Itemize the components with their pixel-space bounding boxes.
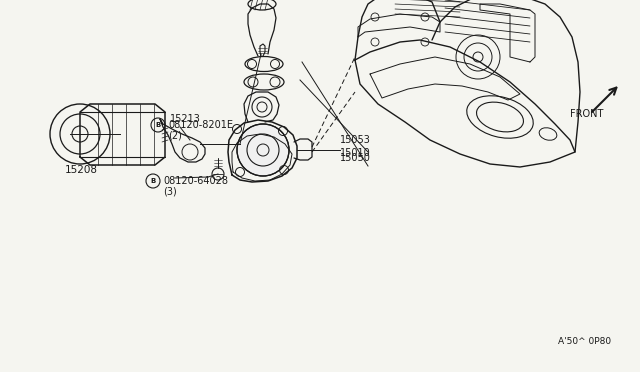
Text: (3): (3) (163, 186, 177, 196)
Circle shape (237, 124, 289, 176)
Text: B: B (156, 122, 161, 128)
Text: 15010: 15010 (340, 148, 371, 158)
Text: A'50^ 0P80: A'50^ 0P80 (558, 337, 611, 346)
Text: FRONT: FRONT (570, 109, 604, 119)
Text: (2): (2) (168, 130, 182, 140)
Text: 08120-64028: 08120-64028 (163, 176, 228, 186)
Text: 15208: 15208 (65, 165, 98, 175)
Text: B: B (150, 178, 156, 184)
Text: 15053: 15053 (340, 135, 371, 145)
Text: 08120-8201E: 08120-8201E (168, 120, 233, 130)
Text: 15050: 15050 (340, 153, 371, 163)
Text: 15213: 15213 (170, 114, 201, 124)
